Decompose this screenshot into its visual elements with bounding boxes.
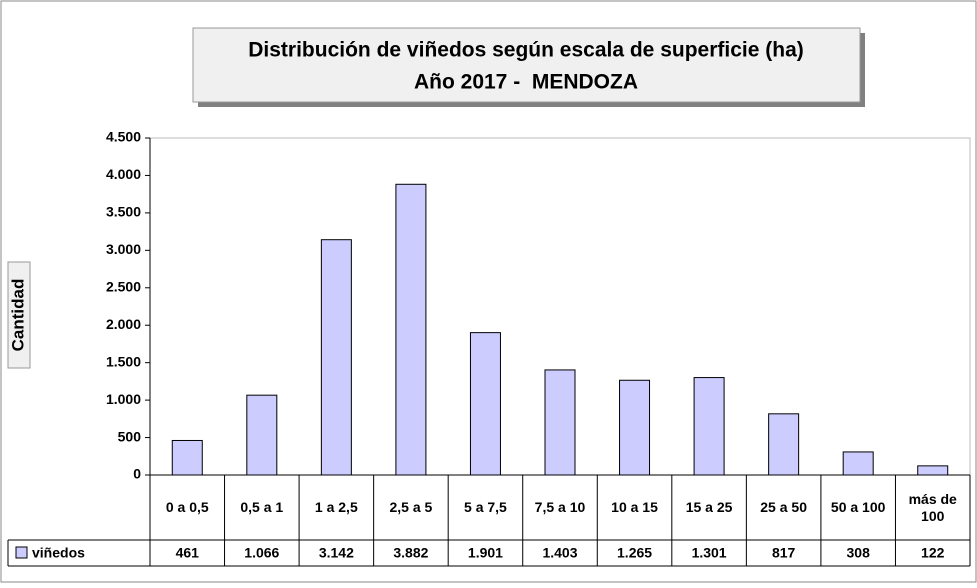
x-tick-label-box: 15 a 25 [685,499,733,515]
bar [544,369,576,476]
x-tick-label-box: 7,5 a 10 [534,499,586,515]
title-box [192,27,861,103]
value-label: 461 [176,545,200,561]
value-label: 1.265 [617,545,652,561]
legend-label: viñedos [32,545,85,561]
x-tick-label: 10 a 15 [611,499,658,515]
bar [469,332,501,476]
value-label: 1.403 [542,545,577,561]
x-tick-label-box: 10 a 15 [611,499,658,515]
chart-title: Distribución de viñedos según escala de … [248,39,804,62]
x-tick-label: más de 100 [908,490,957,524]
x-tick-label: 50 a 100 [830,499,886,515]
y-tick-label: 1.000 [106,391,141,407]
value-label: 817 [772,545,796,561]
value-label: 1.901 [468,545,503,561]
bar [768,413,800,476]
y-tick-label: 2.000 [106,316,141,332]
x-tick-label-box: 0,5 a 1 [240,499,284,515]
x-tick-label: 25 a 50 [760,499,807,515]
y-axis-label: Cantidad [8,279,27,352]
bar [619,379,651,476]
value-label: 1.066 [244,545,279,561]
x-tick-label-box: más de 100 [908,490,957,524]
value-label: 3.142 [319,545,354,561]
x-tick-label: 7,5 a 10 [534,499,586,515]
bar [693,377,725,476]
x-tick-label: 2,5 a 5 [389,499,433,515]
x-tick-label-box: 0 a 0,5 [165,499,209,515]
value-label: 3.882 [393,545,428,561]
value-label: 1.301 [692,545,727,561]
x-tick-label: 5 a 7,5 [464,499,507,515]
x-tick-label: 15 a 25 [685,499,733,515]
chart-subtitle: Año 2017 - MENDOZA [414,71,638,94]
bar [246,394,278,476]
x-tick-label: 0 a 0,5 [165,499,209,515]
y-tick-label: 0 [133,466,141,482]
x-tick-label-box: 5 a 7,5 [464,499,507,515]
y-tick-label: 3.000 [106,241,141,257]
y-tick-label: 2.500 [106,278,141,294]
bar [842,451,874,476]
bar [171,439,203,476]
bar [320,239,352,476]
x-tick-label: 1 a 2,5 [314,499,358,515]
legend-swatch [15,546,28,559]
y-tick-label: 1.500 [106,353,141,369]
value-label: 122 [921,545,945,561]
y-label-box [7,261,31,369]
x-tick-label-box: 25 a 50 [760,499,807,515]
y-tick-label: 500 [118,428,142,444]
x-tick-label: 0,5 a 1 [240,499,284,515]
x-tick-label-box: 2,5 a 5 [389,499,433,515]
bar [917,465,949,476]
value-label: 308 [847,545,871,561]
x-tick-label-box: 1 a 2,5 [314,499,358,515]
x-tick-label-box: 50 a 100 [830,499,886,515]
y-tick-label: 4.000 [106,166,141,182]
bar [395,183,427,476]
y-tick-label: 4.500 [106,129,141,145]
y-tick-label: 3.500 [106,204,141,220]
